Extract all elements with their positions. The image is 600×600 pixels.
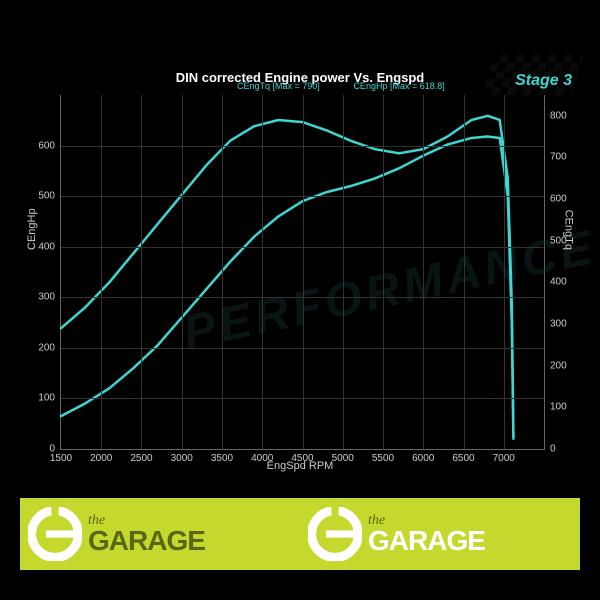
y-tick-left: 100 [38, 393, 61, 404]
grid-h [61, 398, 544, 399]
brand-text-left: the GARAGE [88, 515, 205, 553]
footer-banner: the GARAGE the GARAGE [20, 498, 580, 570]
y-tick-left: 400 [38, 241, 61, 252]
grid-h [61, 247, 544, 248]
brand-name: GARAGE [88, 528, 205, 553]
grid-h [61, 196, 544, 197]
series-annotation: CEngHp [Max = 618.8] [353, 81, 444, 91]
footer-right: the GARAGE [300, 498, 580, 570]
y-tick-left: 200 [38, 342, 61, 353]
x-axis-label: EngSpd RPM [0, 460, 600, 472]
footer-left: the GARAGE [20, 498, 300, 570]
series-annotation: CEngTq [Max = 790] [237, 81, 320, 91]
brand-text-right: the GARAGE [368, 515, 485, 553]
y-tick-right: 600 [544, 194, 567, 205]
grid-v [222, 95, 223, 449]
y-tick-right: 700 [544, 152, 567, 163]
y-tick-right: 300 [544, 319, 567, 330]
grid-v [504, 95, 505, 449]
brand-name: GARAGE [368, 528, 485, 553]
y-axis-right-label: CEngTq [562, 210, 574, 250]
grid-v [343, 95, 344, 449]
y-tick-left: 300 [38, 292, 61, 303]
stage-label: Stage 3 [515, 72, 572, 90]
grid-h [61, 348, 544, 349]
grid-v [262, 95, 263, 449]
y-tick-right: 400 [544, 277, 567, 288]
torque-curve [61, 116, 513, 437]
grid-h [61, 297, 544, 298]
y-tick-right: 200 [544, 360, 567, 371]
grid-v [141, 95, 142, 449]
y-axis-left-label: CEngHp [26, 208, 38, 250]
grid-v [464, 95, 465, 449]
y-tick-left: 0 [49, 444, 61, 455]
y-tick-right: 100 [544, 402, 567, 413]
y-tick-right: 0 [544, 444, 556, 455]
plot-area: PERFORMANCE 1500200025003000350040004500… [60, 95, 545, 450]
grid-v [101, 95, 102, 449]
grid-v [182, 95, 183, 449]
y-tick-right: 800 [544, 110, 567, 121]
y-tick-left: 500 [38, 191, 61, 202]
y-tick-left: 600 [38, 140, 61, 151]
grid-v [303, 95, 304, 449]
wrench-icon [308, 507, 362, 561]
wrench-icon [28, 507, 82, 561]
power-curve [61, 136, 513, 438]
grid-h [61, 146, 544, 147]
grid-v [423, 95, 424, 449]
grid-v [383, 95, 384, 449]
